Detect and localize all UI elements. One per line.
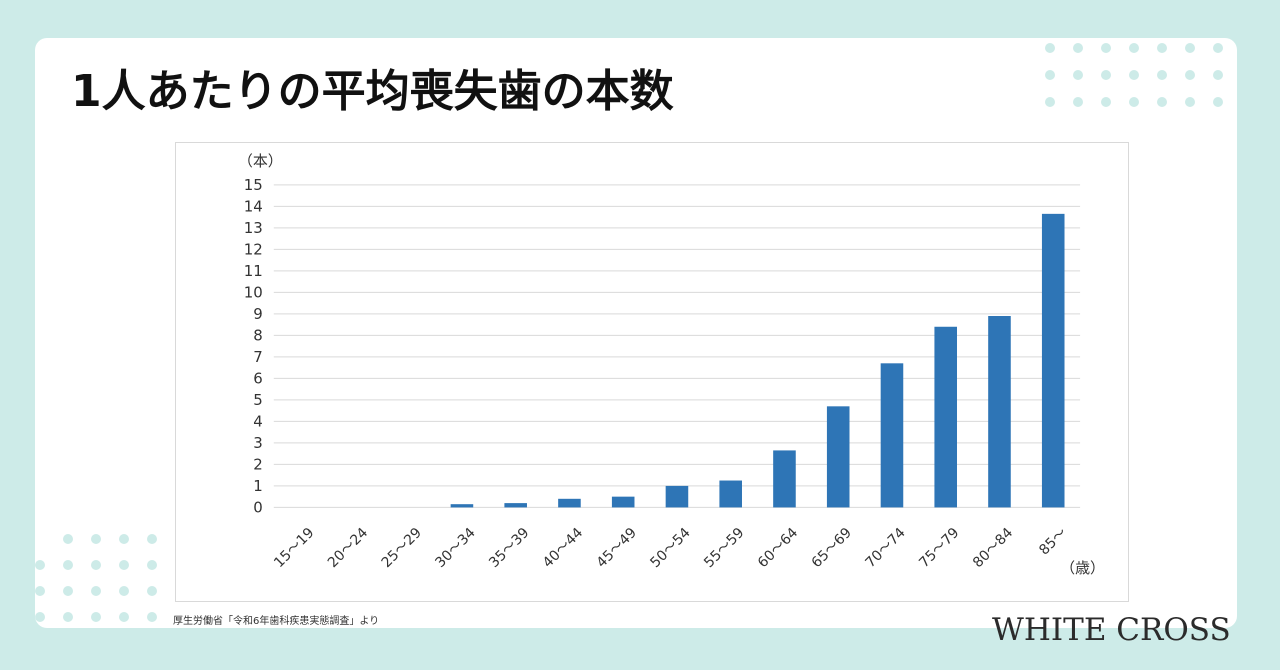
chart-frame: 0 1 2 3 4 5 6 7 8 9 10 11 12 13 14 15 （本） 15～19 20～24 25～29… <box>175 142 1129 602</box>
bar <box>504 503 527 508</box>
decor-dot <box>1213 97 1223 107</box>
decor-dot <box>1213 43 1223 53</box>
y-tick-label: 7 <box>253 348 263 366</box>
content-card: 1人あたりの平均喪失歯の本数 0 1 2 3 4 5 6 7 8 9 10 11 12 13 14 15 （本）… <box>35 38 1237 628</box>
decor-dot <box>35 612 45 622</box>
decor-dot <box>1129 70 1139 80</box>
y-tick-label: 4 <box>253 412 263 430</box>
bar <box>450 504 474 508</box>
bar <box>719 480 742 508</box>
x-tick-label: 50～54 <box>647 525 693 571</box>
decor-dot <box>63 612 73 622</box>
x-tick-label: 75～79 <box>916 525 962 571</box>
decor-dot <box>1157 97 1167 107</box>
y-tick-label: 3 <box>253 434 263 452</box>
decor-dot <box>1129 43 1139 53</box>
x-tick-label: 20～24 <box>325 525 371 571</box>
decor-dot <box>1185 97 1195 107</box>
x-tick-label: 60～64 <box>755 525 801 571</box>
bar <box>665 485 689 508</box>
decor-dot <box>1101 97 1111 107</box>
decor-dot <box>1045 43 1055 53</box>
y-tick-label: 2 <box>253 455 263 473</box>
y-tick-label: 8 <box>253 326 263 344</box>
bar <box>988 316 1011 508</box>
decor-dot <box>1101 43 1111 53</box>
decor-dot <box>147 586 157 596</box>
decor-dot <box>1185 70 1195 80</box>
decor-dot <box>1129 97 1139 107</box>
decor-dot <box>1045 70 1055 80</box>
y-tick-label: 12 <box>244 240 263 258</box>
decor-dot <box>1157 43 1167 53</box>
y-tick-label: 13 <box>244 219 263 237</box>
x-tick-label: 15～19 <box>271 525 317 571</box>
x-tick-label: 35～39 <box>486 525 532 571</box>
x-tick-label: 85～ <box>1036 525 1070 559</box>
x-tick-label: 40～44 <box>540 525 586 571</box>
source-note: 厚生労働省「令和6年歯科疾患実態調査」より <box>173 616 380 627</box>
x-axis-label: （歳） <box>1060 559 1105 577</box>
page-title: 1人あたりの平均喪失歯の本数 <box>71 66 674 117</box>
decor-dot <box>63 560 73 570</box>
decor-dot <box>147 612 157 622</box>
decor-dot <box>147 534 157 544</box>
decor-dot <box>91 534 101 544</box>
x-tick-label: 70～74 <box>862 525 908 571</box>
decor-dot <box>1213 70 1223 80</box>
y-tick-label: 1 <box>253 477 263 495</box>
decor-dot <box>91 586 101 596</box>
bar <box>934 326 958 508</box>
y-tick-label: 11 <box>244 262 263 280</box>
decor-dot <box>35 560 45 570</box>
y-tick-label: 14 <box>244 197 263 215</box>
decor-dot <box>1073 97 1083 107</box>
decor-dot <box>1073 70 1083 80</box>
bar <box>773 450 796 508</box>
decor-dot <box>1073 43 1083 53</box>
decorative-dots-top-right <box>1045 43 1225 113</box>
bar <box>558 498 581 508</box>
decor-dot <box>1045 97 1055 107</box>
brand-logo: WHITE CROSS <box>992 612 1231 648</box>
decor-dot <box>63 586 73 596</box>
decor-dot <box>91 560 101 570</box>
decor-dot <box>147 560 157 570</box>
bar <box>880 363 904 508</box>
y-tick-label: 10 <box>244 283 263 301</box>
decor-dot <box>119 560 129 570</box>
decor-dot <box>119 586 129 596</box>
decor-dot <box>1157 70 1167 80</box>
decor-dot <box>1185 43 1195 53</box>
bar <box>611 496 635 508</box>
bar <box>1041 213 1065 508</box>
decor-dot <box>119 534 129 544</box>
decor-dot <box>63 534 73 544</box>
bar <box>826 406 850 508</box>
decor-dot <box>119 612 129 622</box>
decor-dot <box>1101 70 1111 80</box>
x-tick-label: 65～69 <box>809 525 855 571</box>
x-tick-label: 80～84 <box>970 525 1016 571</box>
y-tick-label: 0 <box>253 498 263 516</box>
x-tick-label: 30～34 <box>432 525 478 571</box>
y-tick-label: 6 <box>253 369 263 387</box>
x-tick-label: 55～59 <box>701 525 747 571</box>
y-tick-label: 9 <box>253 305 263 323</box>
y-axis-label: （本） <box>238 152 283 170</box>
y-tick-label: 15 <box>244 176 263 194</box>
decor-dot <box>35 586 45 596</box>
decor-dot <box>91 612 101 622</box>
decorative-dots-bottom-left <box>35 534 170 628</box>
y-tick-label: 5 <box>253 391 263 409</box>
x-tick-label: 25～29 <box>379 525 425 571</box>
x-tick-label: 45～49 <box>594 525 640 571</box>
